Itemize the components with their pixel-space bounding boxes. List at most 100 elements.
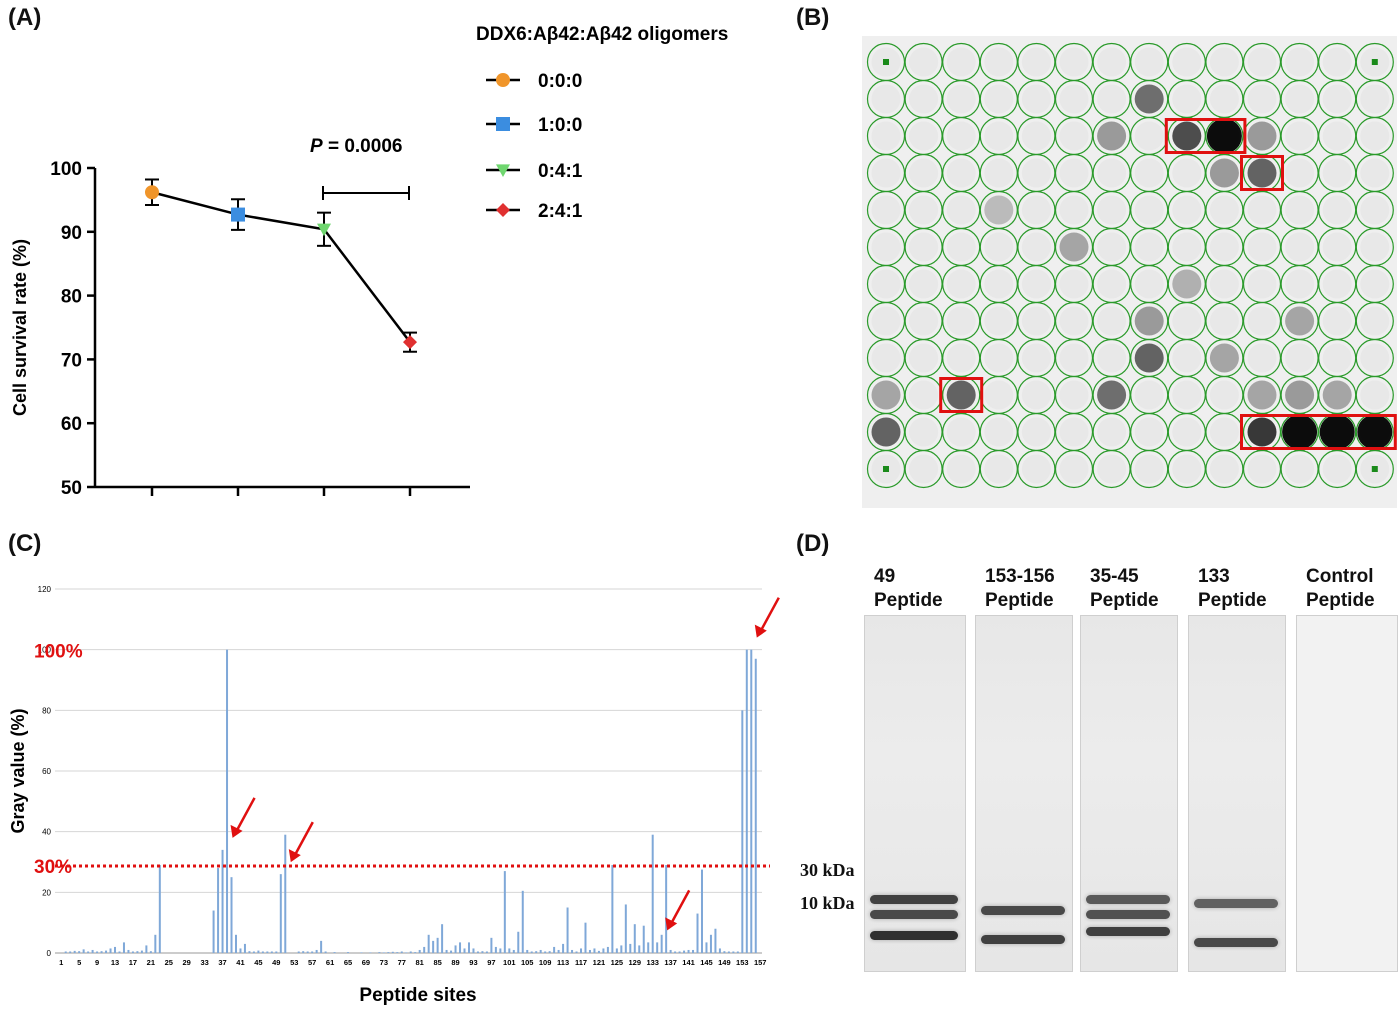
dark-spot (871, 417, 901, 447)
spot-background (1209, 195, 1239, 225)
bar (140, 950, 143, 953)
x-tick-label: 133 (646, 958, 659, 967)
spot-background (1285, 158, 1315, 188)
spot-background (946, 306, 976, 336)
bar (284, 834, 287, 953)
dark-spot (1134, 306, 1164, 336)
y-tick-label: 60 (61, 414, 82, 435)
bar (544, 951, 547, 953)
grid-circle (1318, 449, 1357, 489)
bar (530, 951, 533, 953)
bar (700, 869, 703, 953)
corner-marker (1371, 466, 1378, 472)
spot-background (1322, 343, 1352, 373)
spot-background (1134, 232, 1164, 262)
protein-band (981, 934, 1065, 944)
dark-spot (1209, 343, 1239, 373)
x-tick-label: 1 (59, 958, 63, 967)
spot-background (946, 269, 976, 299)
bar (261, 951, 264, 953)
spot-background (984, 417, 1014, 447)
protein-band (870, 909, 958, 919)
bar (369, 952, 372, 953)
x-tick-label: 89 (451, 958, 459, 967)
spot-background (1247, 47, 1277, 77)
y-tick-label: 80 (42, 706, 51, 715)
bar (378, 952, 381, 953)
dark-spot (1209, 158, 1239, 188)
spot-background (1322, 195, 1352, 225)
bar (432, 940, 435, 953)
bar (333, 952, 336, 953)
spot-background (871, 232, 901, 262)
spot-background (1097, 454, 1127, 484)
spot-background (984, 306, 1014, 336)
spot-background (1360, 269, 1390, 299)
data-point (403, 331, 417, 353)
bar (450, 950, 453, 953)
dark-spot (1357, 414, 1393, 450)
grid-circle (904, 449, 943, 489)
bar (217, 868, 220, 953)
data-point (231, 198, 245, 231)
point-marker (317, 223, 331, 237)
dark-spot (1172, 269, 1202, 299)
spot-background (1247, 232, 1277, 262)
bar (521, 890, 524, 953)
spot-background (1059, 380, 1089, 410)
x-tick-label: 73 (380, 958, 388, 967)
dark-spot (1285, 380, 1315, 410)
bar (485, 951, 488, 953)
spot-background (909, 306, 939, 336)
protein-band (1194, 938, 1278, 948)
spot-background (1209, 417, 1239, 447)
bar (418, 949, 421, 953)
spot-background (1021, 269, 1051, 299)
spot-background (984, 121, 1014, 151)
spot-background (1059, 306, 1089, 336)
bar (696, 913, 699, 953)
spot-background (1021, 232, 1051, 262)
corner-marker (883, 466, 889, 472)
bar (571, 949, 574, 953)
bar (588, 949, 591, 953)
corner-marker (1371, 59, 1378, 65)
spot-background (909, 195, 939, 225)
bar (311, 951, 314, 953)
spot-background (1172, 343, 1202, 373)
bar (503, 871, 506, 953)
data-point (145, 178, 159, 207)
bar (221, 849, 224, 953)
dark-spot (871, 380, 901, 410)
spot-background (871, 84, 901, 114)
dark-spot (1322, 380, 1352, 410)
protein-band (981, 906, 1065, 916)
bar (678, 951, 681, 953)
x-tick-label: 13 (111, 958, 119, 967)
spot-background (909, 84, 939, 114)
p-value-rest: = 0.0006 (323, 136, 403, 157)
bar (620, 945, 623, 953)
lane-label-line1: 133 (1198, 566, 1230, 587)
bar (445, 949, 448, 953)
spot-background (1134, 158, 1164, 188)
spot-background (871, 343, 901, 373)
spot-background (1021, 121, 1051, 151)
x-tick-label: 57 (308, 958, 316, 967)
x-tick-label: 125 (611, 958, 624, 967)
spot-background (1360, 195, 1390, 225)
spot-background (946, 158, 976, 188)
bar (580, 948, 583, 953)
bar (593, 948, 596, 953)
bar (624, 904, 627, 953)
panel-label-a: (A) (8, 4, 42, 31)
bar (705, 942, 708, 953)
spot-background (1021, 84, 1051, 114)
bar (154, 934, 157, 953)
bar (692, 949, 695, 953)
arrow-head (754, 624, 767, 638)
spot-background (1097, 269, 1127, 299)
bar (615, 948, 618, 953)
bar (136, 951, 139, 953)
spot-background (1097, 306, 1127, 336)
